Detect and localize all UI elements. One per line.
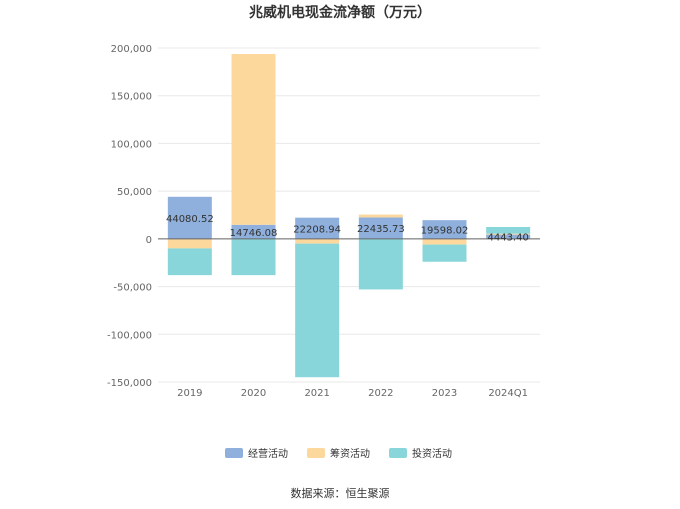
data-label: 4443.40: [487, 233, 528, 244]
x-tick-label: 2024Q1: [488, 388, 528, 399]
bar-筹资活动: [167, 238, 212, 249]
source-note: 数据来源：恒生聚源: [291, 486, 390, 500]
bar-筹资活动: [295, 238, 340, 244]
chart-title: 兆威机电现金流净额（万元）: [249, 4, 431, 21]
y-tick-label: 200,000: [111, 44, 152, 55]
y-tick-label: 0: [146, 235, 152, 246]
bar-经营活动: [167, 196, 212, 239]
y-tick-label: -150,000: [107, 378, 152, 389]
data-label: 44080.52: [166, 214, 214, 225]
bar-筹资活动: [358, 214, 403, 218]
bar-筹资活动: [486, 233, 531, 235]
legend-label: 经营活动: [248, 447, 288, 460]
legend: 经营活动 筹资活动 投资活动: [225, 447, 452, 460]
bar-投资活动: [231, 238, 276, 276]
legend-swatch: [307, 448, 325, 458]
legend-label: 投资活动: [412, 447, 452, 460]
bar-经营活动: [486, 234, 531, 239]
bar-投资活动: [167, 248, 212, 276]
bar-筹资活动: [422, 238, 467, 245]
x-tick-label: 2020: [241, 388, 266, 399]
x-axis: 2019 2020 2021 2022 2023 2024Q1: [177, 388, 528, 399]
bar-投资活动: [295, 243, 340, 378]
bar-投资活动: [422, 244, 467, 262]
x-tick-label: 2019: [177, 388, 202, 399]
bar-经营活动: [422, 220, 467, 239]
legend-label: 筹资活动: [330, 447, 370, 460]
y-axis: 200,000 150,000 100,000 50,000 0 -50,000 -100,…: [107, 44, 152, 389]
legend-swatch: [389, 448, 407, 458]
x-tick-label: 2023: [432, 388, 457, 399]
grid: [158, 47, 540, 383]
bar-筹资活动: [231, 53, 276, 225]
bar-经营活动: [231, 224, 276, 239]
data-label: 19598.02: [421, 226, 469, 237]
data-label: 14746.08: [230, 228, 278, 239]
data-label: 22208.94: [293, 224, 341, 235]
bar-投资活动: [486, 226, 531, 234]
bars: [167, 53, 531, 378]
bar-投资活动: [358, 238, 403, 290]
legend-swatch: [225, 448, 243, 458]
x-tick-label: 2021: [304, 388, 329, 399]
bar-经营活动: [358, 217, 403, 239]
x-tick-label: 2022: [368, 388, 393, 399]
y-tick-label: 50,000: [117, 187, 152, 198]
data-labels: 44080.52 14746.08 22208.94 22435.73 19598.02…: [166, 214, 529, 244]
y-tick-label: -50,000: [113, 283, 152, 294]
y-tick-label: 150,000: [111, 92, 152, 103]
data-label: 22435.73: [357, 224, 405, 235]
bar-经营活动: [295, 217, 340, 239]
y-tick-label: 100,000: [111, 139, 152, 150]
y-tick-label: -100,000: [107, 330, 152, 341]
